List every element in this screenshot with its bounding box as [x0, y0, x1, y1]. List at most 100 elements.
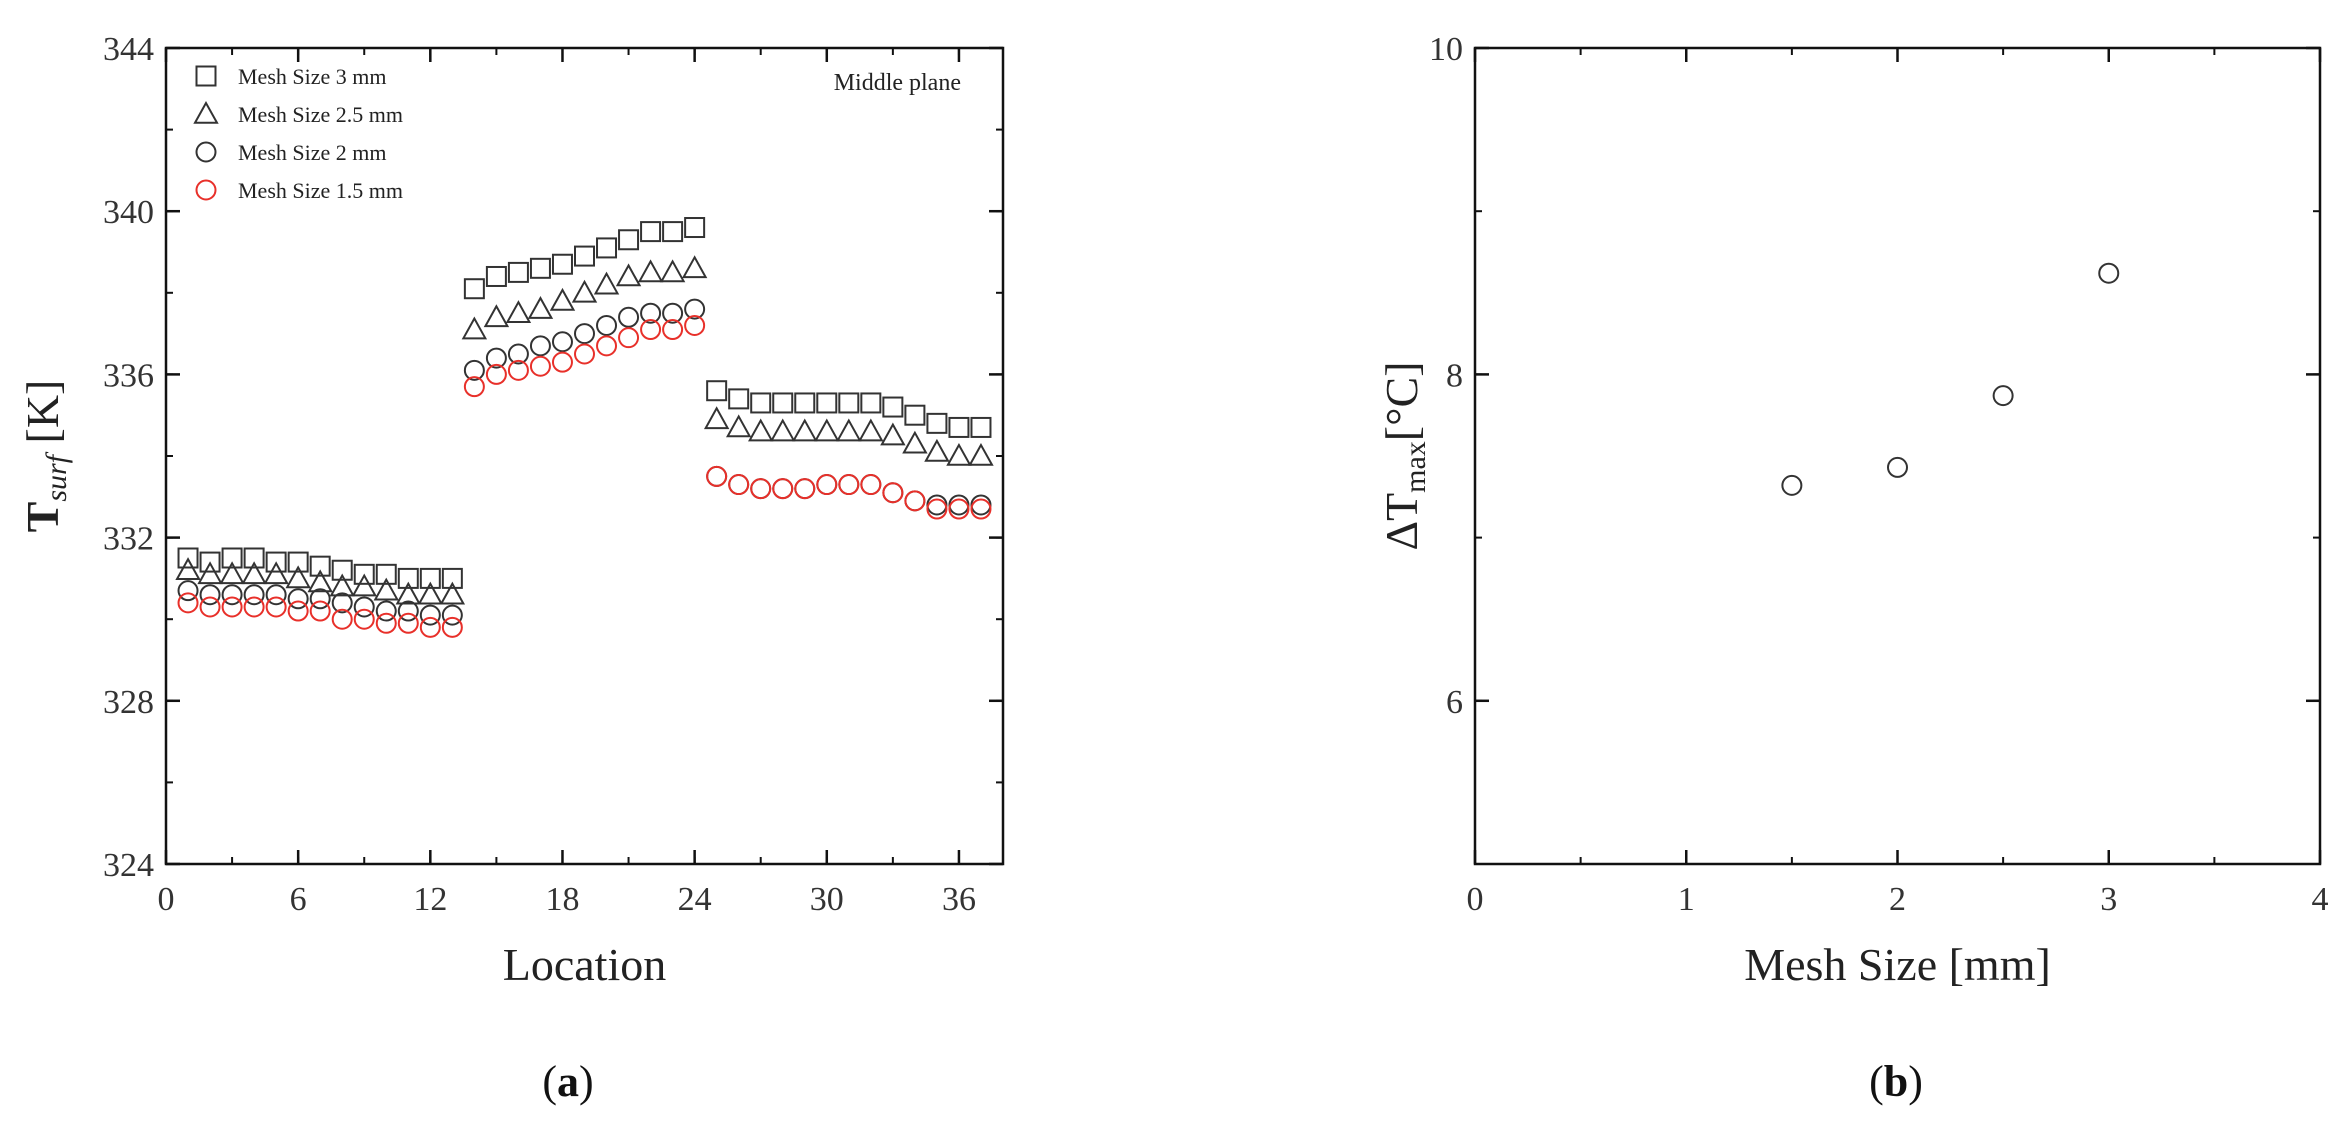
data-point — [860, 392, 882, 414]
x-tick-label: 0 — [1467, 881, 1484, 918]
legend-label: Mesh Size 1.5 mm — [238, 178, 403, 203]
data-point — [970, 498, 992, 520]
data-point — [221, 547, 243, 569]
data-point — [970, 494, 992, 516]
data-point — [902, 430, 928, 454]
series-0 — [1781, 262, 2120, 496]
series-0 — [177, 217, 992, 589]
data-point — [287, 588, 309, 610]
data-point — [684, 217, 706, 239]
data-point — [199, 584, 221, 606]
data-point — [659, 259, 686, 283]
data-point — [243, 596, 265, 618]
data-point — [551, 253, 573, 275]
data-point — [814, 418, 840, 442]
data-point — [948, 416, 970, 438]
data-point — [331, 592, 353, 614]
data-point — [725, 414, 752, 438]
caption-letter: b — [1884, 1057, 1908, 1106]
data-point — [331, 608, 353, 630]
data-point — [551, 351, 573, 373]
series-2 — [177, 298, 992, 626]
data-point — [926, 494, 948, 516]
data-point — [684, 314, 706, 336]
data-point — [307, 569, 333, 593]
y-tick-label: 336 — [103, 357, 154, 394]
y-tick-label: 344 — [103, 31, 154, 68]
caption-close-paren: ) — [1908, 1057, 1923, 1106]
y-tick-label: 8 — [1446, 357, 1463, 394]
data-point — [243, 584, 265, 606]
data-point — [419, 616, 441, 638]
chart-panel-a: 0 6 12 18 24 30 36 324 328 332 336 340 344 Location Ts… — [17, 31, 1005, 1106]
x-axis-title: Location — [503, 939, 667, 990]
data-point — [485, 363, 507, 385]
data-point — [507, 359, 529, 381]
data-point — [860, 474, 882, 496]
y-axis-title-unit: [°C] — [1376, 361, 1427, 441]
data-point — [175, 557, 201, 581]
data-point — [287, 551, 309, 573]
data-point — [551, 331, 573, 353]
data-point — [662, 302, 684, 324]
data-point — [574, 343, 595, 365]
y-axis-title-main: T — [17, 502, 68, 533]
data-point — [439, 581, 466, 605]
data-point — [816, 474, 838, 496]
data-point — [794, 392, 816, 414]
legend-label: Mesh Size 2.5 mm — [238, 102, 403, 127]
data-point — [640, 319, 662, 341]
data-point — [946, 442, 972, 466]
annotation-label: Middle plane — [834, 70, 961, 96]
data-point — [770, 418, 796, 442]
data-point — [596, 237, 618, 259]
data-point — [309, 588, 331, 610]
data-point — [792, 418, 818, 442]
data-point — [219, 561, 245, 585]
legend-marker — [195, 179, 217, 201]
data-point — [618, 327, 640, 349]
panel-caption: (a) — [542, 1057, 593, 1106]
data-point — [880, 422, 906, 446]
data-point — [221, 596, 243, 618]
data-point — [748, 418, 774, 442]
caption-letter: a — [557, 1057, 579, 1106]
y-axis-title-sub: surf — [40, 451, 73, 501]
data-point — [485, 265, 507, 287]
data-point — [375, 612, 397, 634]
data-point — [549, 287, 576, 311]
data-point — [794, 478, 816, 500]
data-point — [285, 565, 311, 589]
data-point — [618, 306, 640, 328]
x-tick-label: 18 — [545, 881, 579, 918]
data-point — [640, 302, 662, 324]
x-axis-title: Mesh Size [mm] — [1744, 939, 2051, 990]
data-point — [375, 600, 397, 622]
x-tick-label: 2 — [1889, 881, 1906, 918]
data-point — [353, 596, 375, 618]
data-point — [241, 561, 267, 585]
y-axis-title: Tsurf [K] — [17, 380, 73, 533]
data-point — [2098, 262, 2120, 284]
y-axis-title: ΔTmax[°C] — [1376, 361, 1432, 550]
data-point — [419, 604, 441, 626]
data-point — [662, 221, 684, 243]
y-tick-label: 340 — [103, 194, 154, 231]
caption-close-paren: ) — [579, 1057, 594, 1106]
data-point — [750, 478, 772, 500]
legend: Mesh Size 3 mm Mesh Size 2.5 mm Mesh Size … — [193, 64, 403, 203]
data-point — [353, 563, 375, 585]
data-point — [706, 380, 728, 402]
data-point — [419, 567, 441, 589]
y-tick-label: 6 — [1446, 684, 1463, 721]
data-point — [926, 498, 948, 520]
data-point — [507, 261, 529, 283]
data-point — [838, 392, 860, 414]
data-point — [618, 229, 640, 251]
data-point — [750, 392, 772, 414]
data-point — [838, 474, 860, 496]
data-point — [926, 412, 948, 434]
data-point — [574, 245, 595, 267]
data-point — [243, 547, 265, 569]
data-point — [904, 404, 926, 426]
